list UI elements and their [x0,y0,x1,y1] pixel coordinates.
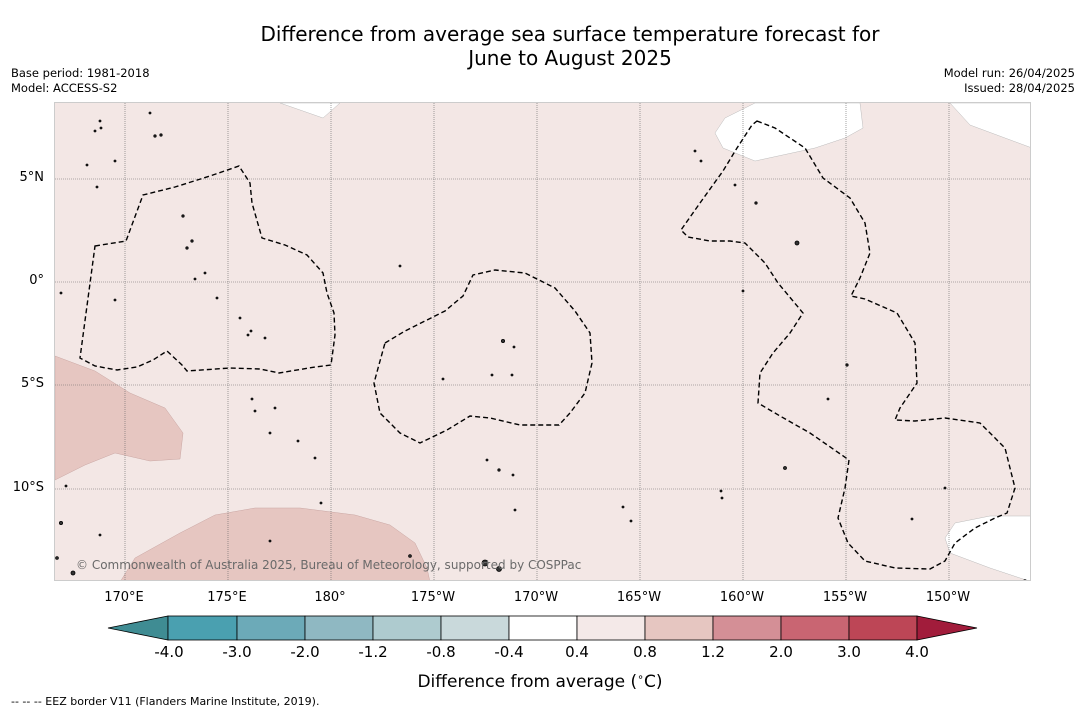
lon-label-160w: 160°W [719,590,765,605]
colorbar-bin-6 [508,615,578,641]
model-run: Model run: 26/04/2025 [943,66,1075,80]
metadata-right: Model run: 26/04/2025 Issued: 28/04/2025 [944,66,1075,96]
lon-label-175w: 175°W [410,590,456,605]
cb-tick-2: -3.0 [222,643,252,661]
cb-tick-4: -1.2 [358,643,388,661]
cb-tick-9: 1.2 [701,643,725,661]
cb-tick-11: 3.0 [837,643,861,661]
degree-symbol: ∘ [637,670,644,683]
copyright-notice: © Commonwealth of Australia 2025, Bureau… [76,558,582,572]
colorbar-bin-10 [780,615,850,641]
eez-line-islands [680,120,1016,570]
model-name: Model: ACCESS-S2 [11,81,118,95]
cb-tick-8: 0.8 [633,643,657,661]
islands [55,111,1027,580]
colorbar-bin-11 [848,615,918,641]
colorbar-bin-5 [440,615,510,641]
eez-footnote: -- -- -- EEZ border V11 (Flanders Marine… [11,695,320,708]
eez-borders [79,120,1016,570]
lon-label-165w: 165°W [616,590,662,605]
lon-label-175e: 175°E [207,590,247,605]
colorbar-bin-1 [167,615,238,641]
cb-tick-5: -0.8 [426,643,456,661]
lon-label-150w: 150°W [925,590,971,605]
lat-label-5s: 5°S [20,376,44,391]
land-top-left [279,103,341,119]
map-background [55,103,1030,580]
cb-tick-6: -0.4 [494,643,524,661]
colorbar-bin-4 [372,615,442,641]
warm-patch-west [55,355,184,481]
land-top-center [714,103,864,162]
lon-label-155w: 155°W [822,590,868,605]
base-period: Base period: 1981-2018 [11,66,150,80]
colorbar-bin-2 [236,615,306,641]
sst-map [54,102,1031,581]
title-line-2: June to August 2025 [468,46,672,70]
colorbar-extend-high [916,615,978,641]
lat-label-5n: 5°N [19,170,45,185]
map-canvas [55,103,1030,580]
colorbar-bin-8 [644,615,714,641]
metadata-left: Base period: 1981-2018 Model: ACCESS-S2 [11,66,150,96]
colorbar-extend-low [107,615,169,641]
lon-label-180: 180° [314,590,346,605]
colorbar-bin-9 [712,615,782,641]
colorbar-bin-3 [304,615,374,641]
colorbar-bin-7 [576,615,646,641]
colorbar-label: Difference from average (∘C) [340,670,740,692]
title-line-1: Difference from average sea surface temp… [260,22,880,46]
lat-label-10s: 10°S [12,480,44,495]
cb-tick-10: 2.0 [769,643,793,661]
issued-date: Issued: 28/04/2025 [964,81,1075,95]
land-top-right [949,103,1030,148]
cb-tick-3: -2.0 [290,643,320,661]
lon-label-170w: 170°W [513,590,559,605]
cb-tick-12: 4.0 [905,643,929,661]
cb-tick-1: -4.0 [154,643,184,661]
warm-patch-south [120,507,430,580]
eez-tokelau [373,269,593,444]
cb-tick-7: 0.4 [565,643,589,661]
colorbar-label-text: Difference from average (∘C) [417,670,663,692]
lon-label-170e: 170°E [104,590,144,605]
colorbar [107,615,978,641]
land-bottom-right [944,515,1030,580]
eez-kiribati-gilberts [79,165,336,374]
map-title: Difference from average sea surface temp… [170,22,970,70]
lat-label-0: 0° [29,273,44,288]
